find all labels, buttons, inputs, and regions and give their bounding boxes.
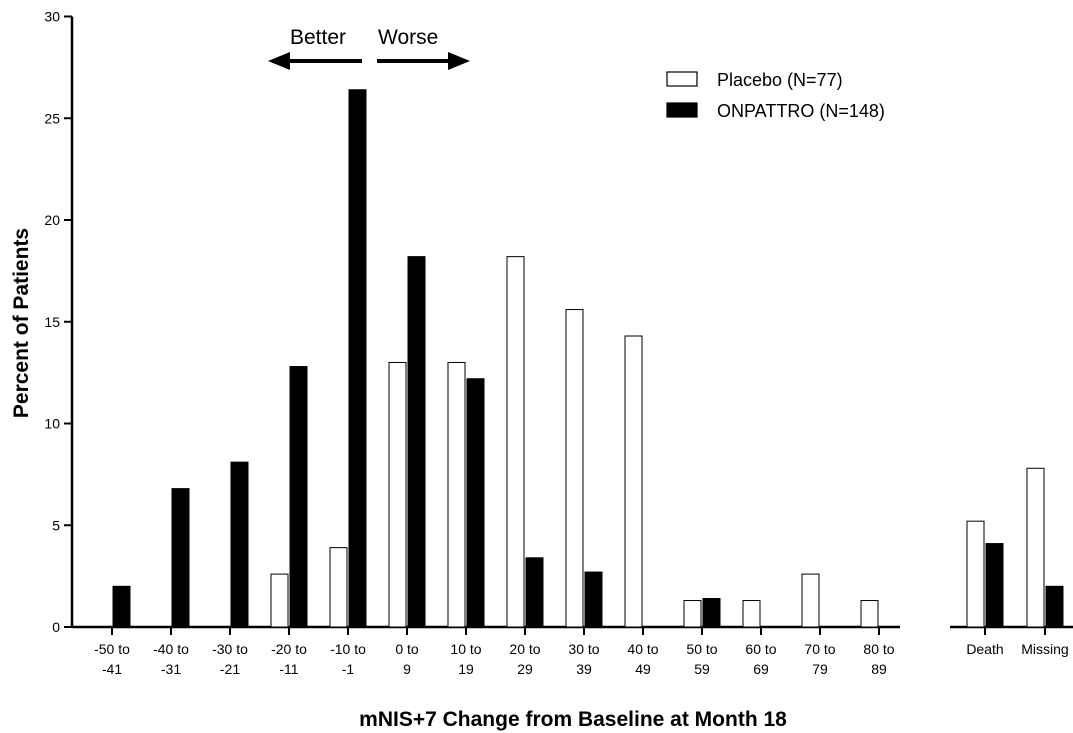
y-tick-label: 10 [44, 416, 60, 432]
legend-label-onpattro: ONPATTRO (N=148) [717, 101, 885, 121]
y-tick-label: 25 [44, 110, 60, 126]
direction-annotation: Better Worse [268, 26, 470, 70]
bar-onpattro [702, 598, 721, 628]
y-tick-label: 0 [52, 619, 60, 635]
x-tick-label: 20 to 29 [509, 641, 540, 677]
legend-swatch-placebo [666, 71, 698, 87]
bar-onpattro [407, 256, 426, 628]
x-tick-label: 0 to 9 [395, 641, 419, 677]
bar-onpattro [466, 378, 485, 628]
y-axis-title: Percent of Patients [10, 228, 33, 418]
bar-onpattro [171, 488, 190, 628]
legend-swatch-onpattro [666, 102, 698, 118]
bar-onpattro [230, 461, 249, 628]
bar-placebo [447, 361, 466, 628]
bar-placebo [860, 600, 879, 628]
bar-placebo [565, 309, 584, 628]
legend: Placebo (N=77) ONPATTRO (N=148) [666, 70, 885, 121]
worse-label: Worse [378, 26, 438, 49]
x-tick-labels: -50 to -41 -40 to -31 -30 to -21 -20 to -11 -10 … [94, 641, 1069, 677]
bar-placebo [506, 256, 525, 628]
bar-onpattro [525, 557, 544, 628]
better-label: Better [290, 26, 346, 49]
bar-placebo [270, 573, 289, 628]
better-arrow-head [268, 52, 290, 70]
x-tick-label: -40 to -31 [153, 641, 189, 677]
bar-placebo [388, 361, 407, 628]
bar-onpattro [1045, 585, 1064, 628]
y-tick-label: 30 [44, 9, 60, 25]
bar-onpattro [584, 571, 603, 628]
x-tick-label: -20 to -11 [271, 641, 307, 677]
y-tick-label: 20 [44, 212, 60, 228]
y-tick-label: 5 [52, 517, 60, 533]
x-tick-label: 60 to 69 [745, 641, 776, 677]
x-tick-label: 50 to 59 [686, 641, 717, 677]
x-tick-label: 30 to 39 [568, 641, 599, 677]
x-axis-title: mNIS+7 Change from Baseline at Month 18 [359, 708, 787, 731]
x-tick-label: -50 to -41 [94, 641, 130, 677]
x-tick-label: Death [966, 641, 1003, 657]
bar-placebo [966, 520, 985, 628]
bar-placebo [683, 600, 702, 628]
bar-placebo [1026, 467, 1045, 628]
bars [112, 89, 1064, 628]
x-tick-label: 70 to 79 [804, 641, 835, 677]
x-tick-label: Missing [1021, 641, 1068, 657]
bar-onpattro [289, 366, 308, 628]
bar-placebo [329, 547, 348, 628]
bar-placebo [624, 335, 643, 628]
y-tick-label: 15 [44, 314, 60, 330]
x-tick-label: 40 to 49 [627, 641, 658, 677]
worse-arrow-head [448, 52, 470, 70]
bar-placebo [801, 573, 820, 628]
bar-onpattro [348, 89, 367, 628]
bar-onpattro [985, 543, 1004, 628]
legend-label-placebo: Placebo (N=77) [717, 70, 843, 90]
x-tick-label: -30 to -21 [212, 641, 248, 677]
axes: 0 5 10 15 20 25 30 [44, 9, 1073, 635]
bar-placebo [742, 600, 761, 628]
x-tick-label: 80 to 89 [863, 641, 894, 677]
x-tick-label: 10 to 19 [450, 641, 481, 677]
x-tick-label: -10 to -1 [330, 641, 366, 677]
bar-onpattro [112, 585, 131, 628]
